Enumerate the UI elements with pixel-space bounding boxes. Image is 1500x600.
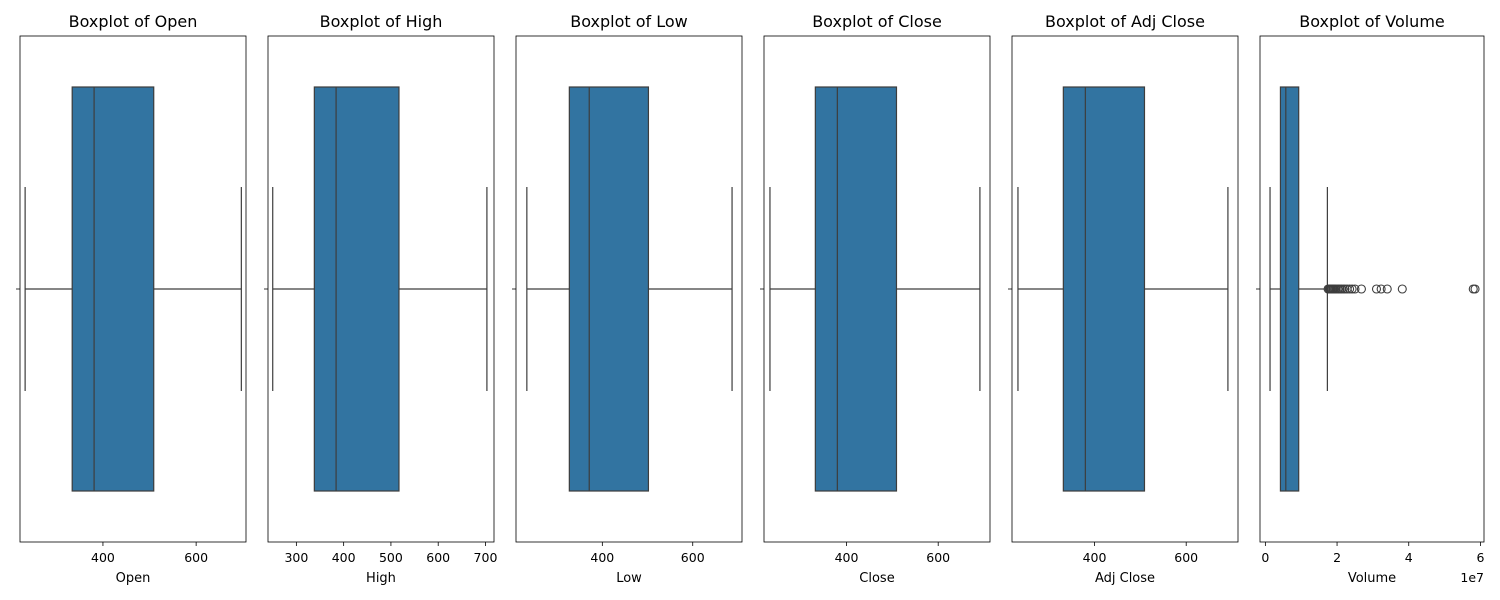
outlier-point	[1350, 284, 1360, 294]
outlier-point	[1470, 284, 1480, 294]
x-axis-label: High	[366, 571, 396, 586]
panel-2: Boxplot of High High 300 400 500 600 700	[264, 12, 497, 586]
chart-title: Boxplot of Low	[570, 12, 688, 31]
outlier-point	[1371, 284, 1382, 294]
outlier-point	[1347, 284, 1357, 294]
iqr-box	[313, 86, 400, 492]
x-tick-label: 600	[426, 550, 450, 565]
x-axis-label: Open	[116, 571, 151, 586]
x-tick-label: 500	[379, 550, 403, 565]
x-tick-label: 300	[284, 550, 308, 565]
iqr-box	[568, 86, 650, 492]
iqr-box	[1062, 86, 1146, 492]
x-tick-label: 400	[91, 550, 115, 565]
chart-title: Boxplot of Close	[812, 12, 942, 31]
iqr-box	[814, 86, 898, 492]
outlier-point	[1356, 284, 1366, 294]
x-tick-label: 6	[1476, 550, 1484, 565]
chart-title: Boxplot of High	[320, 12, 443, 31]
x-tick-label: 600	[681, 550, 705, 565]
chart-title: Boxplot of Volume	[1299, 12, 1445, 31]
x-tick-label: 4	[1405, 550, 1413, 565]
iqr-box	[71, 86, 155, 492]
x-tick-label: 600	[184, 550, 208, 565]
x-tick-label: 700	[474, 550, 498, 565]
outlier-point	[1382, 284, 1392, 294]
outlier-point	[1397, 284, 1407, 294]
x-tick-label: 400	[332, 550, 356, 565]
x-tick-label: 2	[1333, 550, 1341, 565]
x-axis-label: Adj Close	[1095, 571, 1155, 586]
x-tick-label: 400	[835, 550, 859, 565]
outlier-point	[1376, 284, 1386, 294]
x-axis-label: Close	[859, 571, 894, 586]
x-axis-label: Low	[616, 571, 642, 586]
x-tick-label: 400	[590, 550, 614, 565]
chart-title: Boxplot of Adj Close	[1045, 12, 1205, 31]
x-tick-label: 600	[926, 550, 950, 565]
chart-title: Boxplot of Open	[69, 12, 198, 31]
iqr-box	[1279, 86, 1300, 492]
x-tick-label: 400	[1083, 550, 1107, 565]
outlier-point	[1468, 284, 1478, 294]
outlier-point	[1345, 284, 1355, 294]
x-axis-offset-label: 1e7	[1460, 570, 1484, 585]
x-axis-label: Volume	[1348, 571, 1396, 586]
panel-5: Boxplot of Adj Close Adj Close 400 600	[1008, 12, 1239, 586]
panel-6: Boxplot of Volume Volume 0 2 4 6 1e7	[1256, 12, 1484, 586]
x-tick-label: 600	[1174, 550, 1198, 565]
x-tick-label: 0	[1261, 550, 1269, 565]
